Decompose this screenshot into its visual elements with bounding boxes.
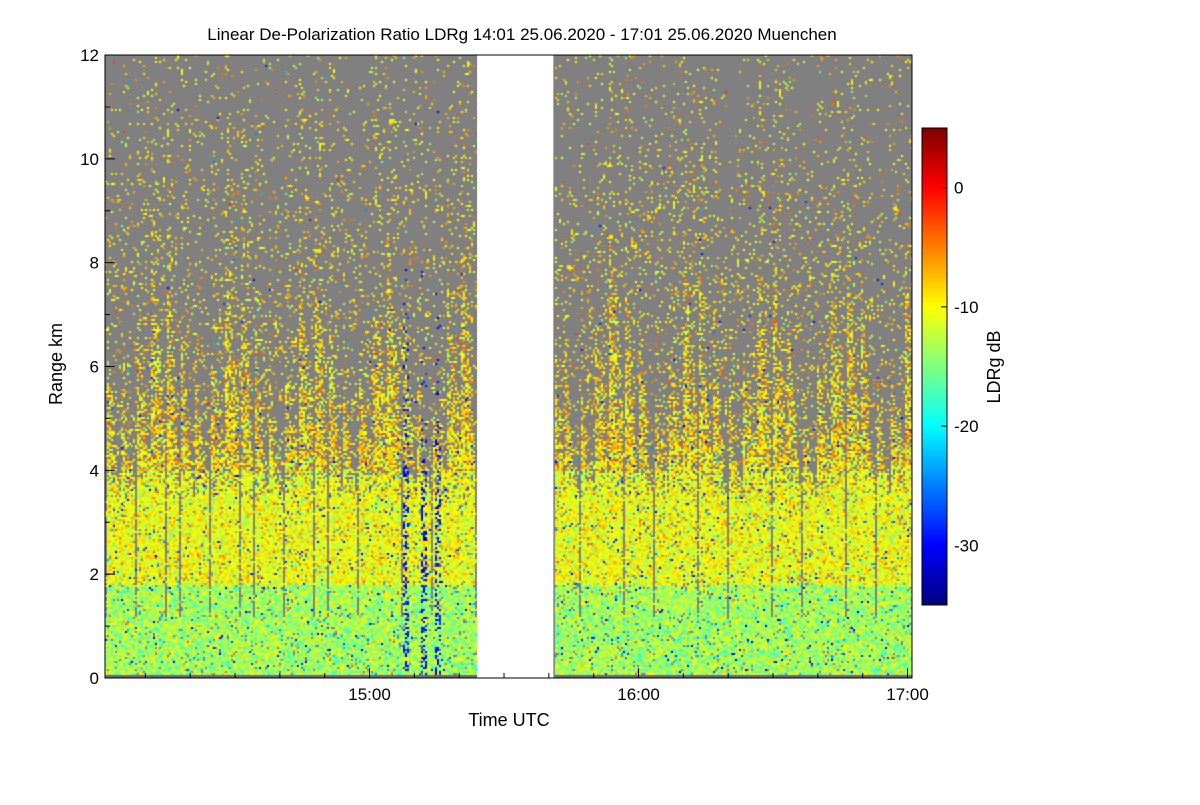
y-tick-label: 4 [90, 461, 99, 480]
x-tick-label: 16:00 [617, 685, 660, 704]
y-tick-label: 6 [90, 358, 99, 377]
y-tick-label: 0 [90, 669, 99, 688]
colorbar-tick-label: -10 [954, 298, 979, 317]
colorbar: 0 -10 -20 -30 [921, 127, 979, 606]
y-tick-label: 10 [80, 150, 99, 169]
x-tick-label: 17:00 [886, 685, 929, 704]
y-axis: 0 2 4 6 8 10 12 [80, 46, 115, 688]
x-axis-label: Time UTC [468, 710, 549, 730]
data-gap [477, 55, 554, 678]
colorbar-tick-label: 0 [954, 179, 963, 198]
y-tick-label: 8 [90, 254, 99, 273]
colorbar-tick-label: -20 [954, 417, 979, 436]
colorbar-tick-label: -30 [954, 536, 979, 555]
x-axis: 15:00 16:00 17:00 [144, 668, 929, 704]
x-tick-label: 15:00 [348, 685, 391, 704]
colorbar-label: LDRg dB [984, 330, 1004, 403]
y-tick-label: 2 [90, 565, 99, 584]
chart-title: Linear De-Polarization Ratio LDRg 14:01 … [207, 25, 836, 44]
data-gap-region [477, 55, 554, 678]
colorbar-scale [921, 127, 948, 606]
y-tick-label: 12 [80, 46, 99, 65]
y-axis-label: Range km [46, 323, 66, 405]
